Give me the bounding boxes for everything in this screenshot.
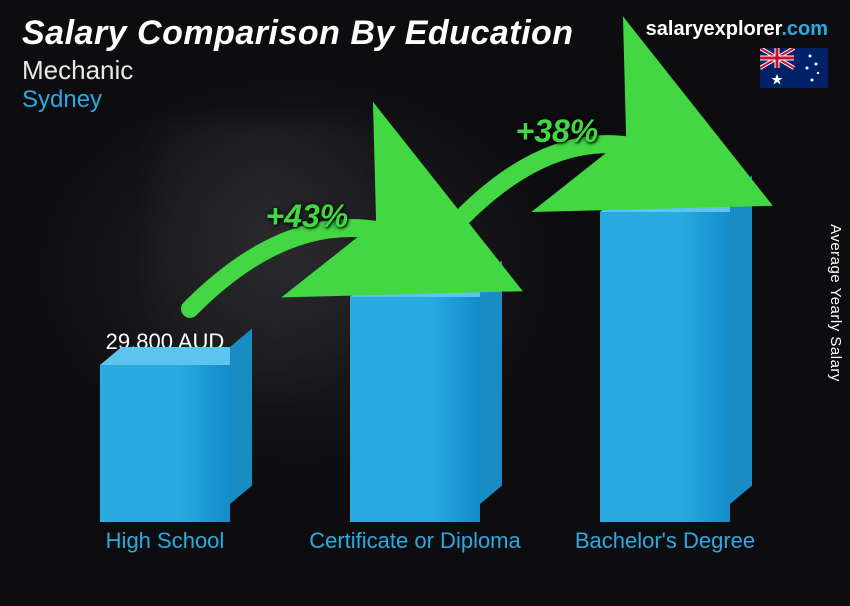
arrows-layer: +43% +38% <box>40 114 790 584</box>
page-location: Sydney <box>22 86 828 114</box>
brand-logo: salaryexplorer.com <box>646 18 828 41</box>
percent-increase: +43% <box>266 198 349 235</box>
increase-arrow: +43% <box>40 114 790 584</box>
page-subtitle: Mechanic <box>22 55 828 86</box>
brand-tld: .com <box>781 18 828 40</box>
bar-chart: 29,800 AUD 42,600 AUD 58,800 AUD High Sc… <box>40 114 790 584</box>
percent-increase: +38% <box>516 113 599 150</box>
y-axis-label: Average Yearly Salary <box>827 224 844 382</box>
australia-flag-icon <box>760 48 828 88</box>
increase-arrow: +38% <box>40 114 790 584</box>
brand-name: salaryexplorer <box>646 18 782 40</box>
